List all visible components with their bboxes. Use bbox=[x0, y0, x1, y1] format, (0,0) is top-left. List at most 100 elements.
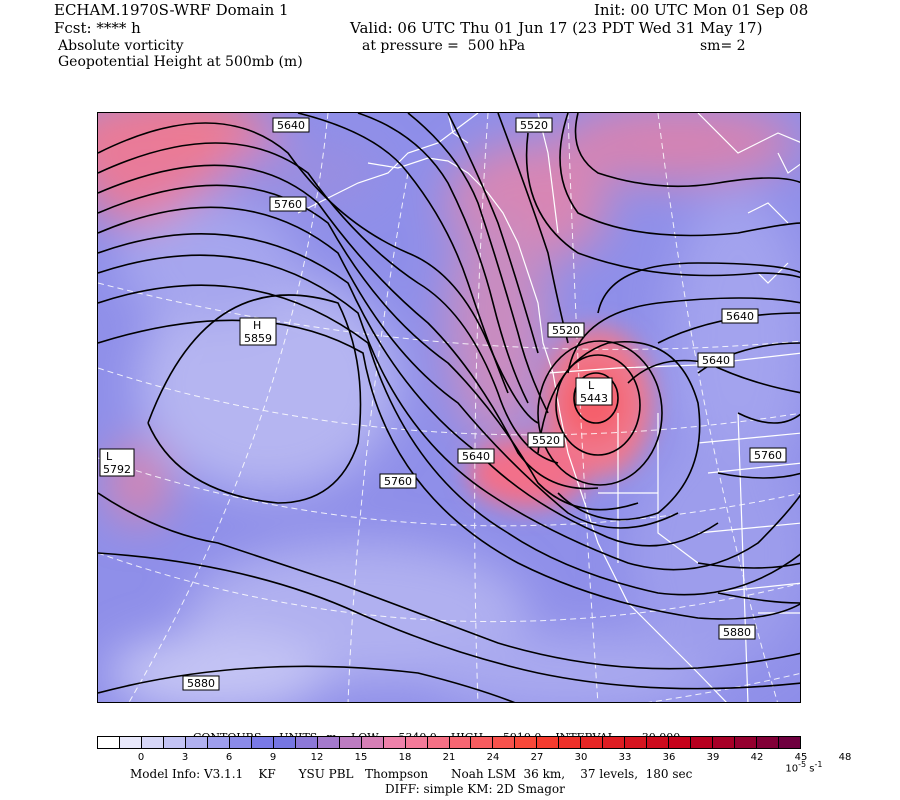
colorbar-tick-label: 24 bbox=[486, 752, 500, 763]
units-tail-exponent: -1 bbox=[814, 760, 823, 769]
colorbar-swatch bbox=[471, 737, 494, 748]
svg-text:5520: 5520 bbox=[532, 434, 560, 447]
colorbar-ticks: 0 3 6 9 12 15 18 21 24 27 30 33 36 39 42 45 48 bbox=[97, 752, 852, 764]
colorbar-swatch bbox=[581, 737, 604, 748]
valid-time: Valid: 06 UTC Thu 01 Jun 17 (23 PDT Wed … bbox=[350, 19, 763, 37]
colorbar-tick-label: 30 bbox=[574, 752, 588, 763]
colorbar-swatch bbox=[339, 737, 362, 748]
pressure-level: at pressure = 500 hPa bbox=[362, 38, 526, 54]
svg-text:5640: 5640 bbox=[702, 354, 730, 367]
init-time: Init: 00 UTC Mon 01 Sep 08 bbox=[594, 1, 809, 19]
colorbar-swatch bbox=[317, 737, 340, 748]
units-tail: s bbox=[809, 763, 815, 775]
colorbar-tick-label: 39 bbox=[706, 752, 720, 763]
colorbar-swatch bbox=[98, 737, 120, 748]
colorbar-swatch bbox=[625, 737, 648, 748]
contour-label: 5880 bbox=[718, 624, 756, 640]
contour-label: 5520 bbox=[527, 432, 565, 448]
contour-label: 5640 bbox=[457, 448, 495, 464]
colorbar-tick-label: 9 bbox=[269, 752, 277, 763]
colorbar-swatch bbox=[405, 737, 428, 748]
model-domain-title: ECHAM.1970S-WRF Domain 1 bbox=[54, 1, 289, 19]
colorbar-swatch bbox=[603, 737, 626, 748]
smoothing-label: sm= 2 bbox=[700, 38, 746, 54]
contour-label: 5760 bbox=[379, 473, 417, 489]
colorbar-swatch bbox=[295, 737, 318, 748]
colorbar-swatch bbox=[559, 737, 582, 748]
svg-text:5520: 5520 bbox=[520, 119, 548, 132]
field-secondary-label: Geopotential Height at 500mb (m) bbox=[58, 54, 303, 70]
colorbar-tick-label: 12 bbox=[310, 752, 324, 763]
units-base: 10 bbox=[785, 763, 799, 775]
colorbar-tick-label: 18 bbox=[398, 752, 412, 763]
pressure-center-low-main: L 5443 bbox=[575, 377, 613, 406]
colorbar-swatch bbox=[713, 737, 736, 748]
colorbar-swatch bbox=[229, 737, 252, 748]
colorbar-swatch bbox=[691, 737, 714, 748]
svg-text:H: H bbox=[253, 319, 261, 332]
height-contours bbox=[98, 113, 800, 702]
pressure-center-high: H 5859 bbox=[239, 317, 277, 346]
svg-text:L: L bbox=[106, 450, 113, 463]
colorbar-swatch bbox=[515, 737, 538, 748]
colorbar-swatch bbox=[273, 737, 296, 748]
pressure-center-low-west: L 5792 bbox=[99, 448, 135, 477]
contour-label: 5520 bbox=[547, 322, 585, 338]
vorticity-height-map: 5640 5520 5760 5520 5640 5640 bbox=[97, 112, 801, 703]
contour-label: 5640 bbox=[721, 308, 759, 324]
colorbar-tick-label: 42 bbox=[750, 752, 764, 763]
contour-label: 5640 bbox=[697, 352, 735, 368]
colorbar-tick-label: 3 bbox=[181, 752, 189, 763]
vorticity-shading bbox=[98, 113, 800, 702]
svg-text:5760: 5760 bbox=[754, 449, 782, 462]
svg-text:5880: 5880 bbox=[723, 626, 751, 639]
colorbar-swatch bbox=[449, 737, 472, 748]
svg-text:L: L bbox=[588, 379, 595, 392]
svg-text:5760: 5760 bbox=[384, 475, 412, 488]
svg-text:5443: 5443 bbox=[580, 392, 608, 405]
colorbar-swatch bbox=[427, 737, 450, 748]
colorbar-tick-label: 15 bbox=[354, 752, 368, 763]
units-exponent: -5 bbox=[798, 760, 807, 769]
field-primary-label: Absolute vorticity bbox=[58, 38, 184, 54]
colorbar-tick-label: 48 bbox=[838, 752, 852, 763]
svg-text:5640: 5640 bbox=[462, 450, 490, 463]
contour-label: 5640 bbox=[272, 117, 310, 133]
colorbar-swatch bbox=[207, 737, 230, 748]
colorbar-swatch bbox=[361, 737, 384, 748]
colorbar-swatch bbox=[493, 737, 516, 748]
colorbar-swatch bbox=[735, 737, 758, 748]
colorbar-tick-label: 21 bbox=[442, 752, 456, 763]
svg-text:5792: 5792 bbox=[103, 463, 131, 476]
coastlines bbox=[297, 113, 800, 702]
colorbar-swatch bbox=[185, 737, 208, 748]
colorbar-tick-label: 6 bbox=[225, 752, 233, 763]
svg-text:5640: 5640 bbox=[277, 119, 305, 132]
colorbar-tick-label: 36 bbox=[662, 752, 676, 763]
contour-label: 5880 bbox=[182, 675, 220, 691]
svg-text:5760: 5760 bbox=[274, 198, 302, 211]
colorbar-tick-label: 0 bbox=[137, 752, 145, 763]
colorbar-swatch bbox=[669, 737, 692, 748]
colorbar-swatch bbox=[779, 737, 800, 748]
diff-info: DIFF: simple KM: 2D Smagor bbox=[385, 782, 565, 796]
svg-text:5880: 5880 bbox=[187, 677, 215, 690]
colorbar-units: 10-5 s-1 bbox=[779, 751, 822, 774]
colorbar-tick-label: 45 bbox=[794, 752, 808, 763]
colorbar-swatch bbox=[251, 737, 274, 748]
colorbar-tick-label: 33 bbox=[618, 752, 632, 763]
contour-label: 5760 bbox=[269, 196, 307, 212]
colorbar-tick-label: 27 bbox=[530, 752, 544, 763]
colorbar-swatch bbox=[383, 737, 406, 748]
vorticity-colorbar bbox=[97, 736, 801, 749]
forecast-hour: Fcst: **** h bbox=[54, 19, 141, 37]
model-info: Model Info: V3.1.1 KF YSU PBL Thompson N… bbox=[130, 767, 693, 781]
colorbar-swatch bbox=[647, 737, 670, 748]
map-canvas: 5640 5520 5760 5520 5640 5640 bbox=[98, 113, 800, 702]
contour-label: 5760 bbox=[749, 447, 787, 463]
contour-labels: 5640 5520 5760 5520 5640 5640 bbox=[182, 117, 787, 691]
svg-text:5520: 5520 bbox=[552, 324, 580, 337]
colorbar-swatch bbox=[757, 737, 780, 748]
colorbar-swatch bbox=[141, 737, 164, 748]
svg-text:5640: 5640 bbox=[726, 310, 754, 323]
